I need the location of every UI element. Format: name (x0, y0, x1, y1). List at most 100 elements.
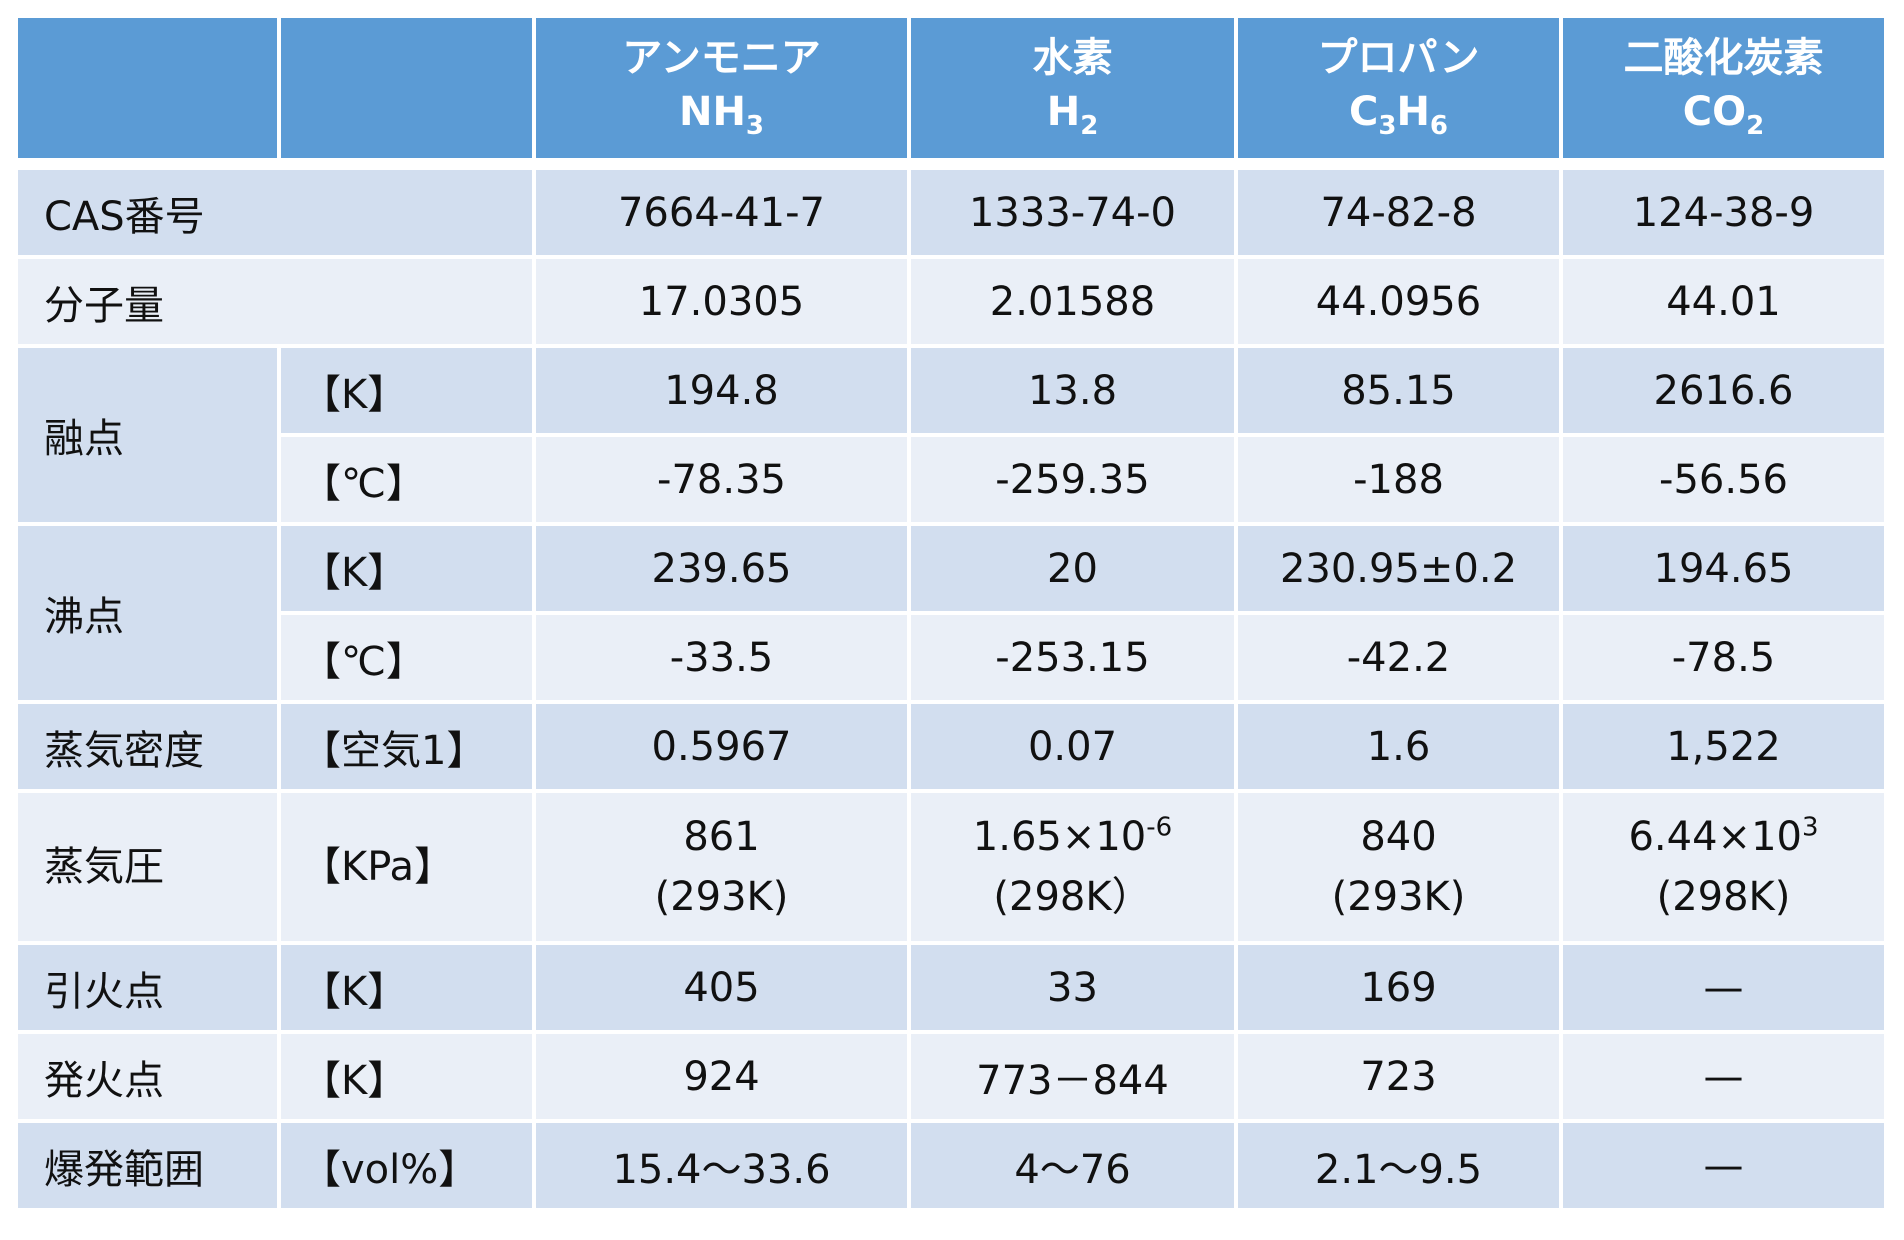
text-part: H (1396, 89, 1430, 136)
value-cell: 2.01588 (911, 259, 1234, 344)
cell-line: 1.65×10-6 (911, 807, 1234, 867)
header-blank (281, 18, 532, 166)
unit-cell: 【K】 (281, 945, 532, 1030)
value-cell: 169 (1238, 945, 1559, 1030)
value-cell: 17.0305 (536, 259, 907, 344)
table-row: 【℃】 -78.35 -259.35 -188 -56.56 (18, 437, 1884, 522)
subscript: 3 (1378, 111, 1397, 142)
value-cell: 723 (1238, 1034, 1559, 1119)
value-cell: 194.65 (1563, 526, 1884, 611)
table-row: 蒸気密度 【空気1】 0.5967 0.07 1.6 1,522 (18, 704, 1884, 789)
value-cell: 1,522 (1563, 704, 1884, 789)
text-part: NH (678, 89, 746, 136)
unit-cell: 【℃】 (281, 615, 532, 700)
unit-cell: 【KPa】 (281, 793, 532, 941)
value-cell: -259.35 (911, 437, 1234, 522)
text-part: H (1046, 89, 1081, 136)
value-cell: -78.35 (536, 437, 907, 522)
row-label: 融点 (18, 348, 277, 522)
header-blank (18, 18, 277, 166)
superscript: 3 (1801, 812, 1819, 843)
cell-line: 840 (1238, 807, 1559, 867)
table-row: 発火点 【K】 924 773－844 723— (18, 1034, 1884, 1119)
unit-cell: 【空気1】 (281, 704, 532, 789)
substance-name: 二酸化炭素 (1623, 35, 1824, 82)
formula: CO2 (1563, 85, 1884, 144)
unit-cell: 【vol%】 (281, 1123, 532, 1208)
table-body: アンモニア NH3 水素 H2 プロパン C3H6 二酸化炭素 CO2 CAS番号 7664-41… (18, 18, 1884, 1208)
value-cell: — (1563, 1123, 1884, 1208)
header-cell: アンモニア NH3 (536, 18, 907, 166)
formula: NH3 (536, 85, 907, 144)
property-table: アンモニア NH3 水素 H2 プロパン C3H6 二酸化炭素 CO2 CAS番号 7664-41… (14, 14, 1888, 1212)
text-part: (293K) (1331, 874, 1466, 920)
row-label: 分子量 (18, 259, 532, 344)
text-part: 840 (1360, 814, 1437, 860)
value-cell: 1333-74-0 (911, 170, 1234, 255)
header-cell: 二酸化炭素 CO2 (1563, 18, 1884, 166)
header-cell: プロパン C3H6 (1238, 18, 1559, 166)
value-cell: 0.5967 (536, 704, 907, 789)
superscript: -6 (1146, 812, 1173, 843)
text-part: 861 (683, 814, 760, 860)
row-label: 蒸気圧 (18, 793, 277, 941)
value-cell: 15.4～33.6 (536, 1123, 907, 1208)
row-label: 蒸気密度 (18, 704, 277, 789)
value-cell: 2.1～9.5 (1238, 1123, 1559, 1208)
unit-cell: 【℃】 (281, 437, 532, 522)
text-part: (298K) (1656, 874, 1791, 920)
value-cell: 85.15 (1238, 348, 1559, 433)
value-cell: 4～76 (911, 1123, 1234, 1208)
table-row: 蒸気圧 【KPa】 861 (293K) 1.65×10-6 (298K） 840 (293K… (18, 793, 1884, 941)
row-label: 爆発範囲 (18, 1123, 277, 1208)
text-part: CO (1682, 89, 1747, 136)
value-cell: 924 (536, 1034, 907, 1119)
value-cell: 773－844 (911, 1034, 1234, 1119)
table-row: 爆発範囲 【vol%】 15.4～33.6 4～76 2.1～9.5— (18, 1123, 1884, 1208)
cell-line: 6.44×103 (1563, 807, 1884, 867)
row-label: 沸点 (18, 526, 277, 700)
text-part: (298K） (993, 874, 1152, 920)
text-part: 6.44×10 (1628, 814, 1802, 860)
unit-cell: 【K】 (281, 1034, 532, 1119)
value-cell: -188 (1238, 437, 1559, 522)
value-cell: -33.5 (536, 615, 907, 700)
substance-name: プロパン (1317, 35, 1480, 82)
value-cell: 230.95±0.2 (1238, 526, 1559, 611)
table-row: 融点 【K】 194.8 13.8 85.15 2616.6 (18, 348, 1884, 522)
header-cell: 水素 H2 (911, 18, 1234, 166)
value-cell: — (1563, 1034, 1884, 1119)
subscript: 3 (745, 111, 765, 142)
header-row: アンモニア NH3 水素 H2 プロパン C3H6 二酸化炭素 CO2 (18, 18, 1884, 166)
table-row: CAS番号 7664-41-7 1333-74-0 74-82-8 124-38-9 (18, 170, 1884, 255)
row-label: 引火点 (18, 945, 277, 1030)
substance-name: 水素 (1032, 35, 1113, 82)
unit-cell: 【K】 (281, 348, 532, 433)
value-cell: 13.8 (911, 348, 1234, 433)
value-cell: 840 (293K) (1238, 793, 1559, 941)
value-cell: — (1563, 945, 1884, 1030)
subscript: 2 (1080, 111, 1099, 142)
table-row: 【℃】 -33.5 -253.15 -42.2 -78.5 (18, 615, 1884, 700)
value-cell: 1.65×10-6 (298K） (911, 793, 1234, 941)
value-cell: 6.44×103 (298K) (1563, 793, 1884, 941)
value-cell: 405 (536, 945, 907, 1030)
value-cell: 194.8 (536, 348, 907, 433)
text-part: 1.65×10 (972, 814, 1147, 860)
substance-name: アンモニア (622, 35, 821, 82)
row-label: 発火点 (18, 1034, 277, 1119)
cell-line: (298K) (1563, 867, 1884, 927)
table-row: 分子量 17.0305 2.01588 44.0956 44.01 (18, 259, 1884, 344)
value-cell: 20 (911, 526, 1234, 611)
cell-line: (293K) (1238, 867, 1559, 927)
value-cell: 0.07 (911, 704, 1234, 789)
value-cell: -253.15 (911, 615, 1234, 700)
subscript: 2 (1746, 111, 1765, 142)
value-cell: -78.5 (1563, 615, 1884, 700)
value-cell: 33 (911, 945, 1234, 1030)
value-cell: 7664-41-7 (536, 170, 907, 255)
value-cell: 44.01 (1563, 259, 1884, 344)
table-row: 沸点 【K】 239.65 20 230.95±0.2 194.65 (18, 526, 1884, 700)
